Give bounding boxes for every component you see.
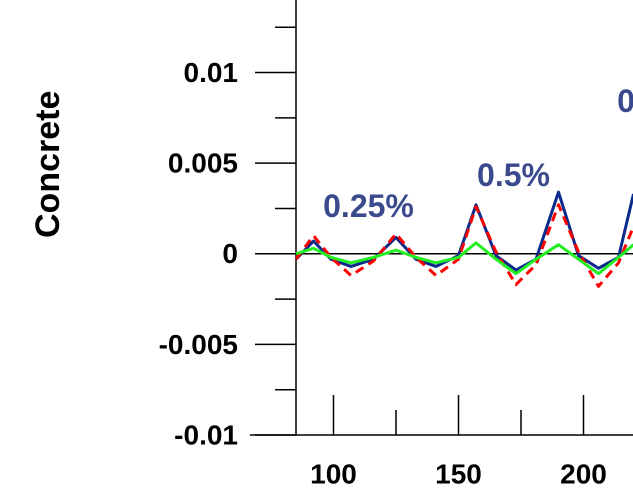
y-tick-label: -0.01 xyxy=(174,419,238,450)
series-line xyxy=(294,203,633,288)
annotation: 0 xyxy=(617,83,633,119)
y-tick-label: 0 xyxy=(222,238,238,269)
series-line xyxy=(295,241,633,276)
y-tick-label: 0.005 xyxy=(168,148,238,179)
y-axis-label: Concrete xyxy=(29,91,67,238)
annotation: 0.5% xyxy=(477,157,550,193)
y-tick-label: -0.005 xyxy=(159,329,238,360)
x-tick-label: 100 xyxy=(310,458,357,489)
y-tick-label: 0.01 xyxy=(184,57,239,88)
x-tick-label: 200 xyxy=(560,458,607,489)
annotation: 0.25% xyxy=(323,188,414,224)
x-tick-label: 150 xyxy=(435,458,482,489)
